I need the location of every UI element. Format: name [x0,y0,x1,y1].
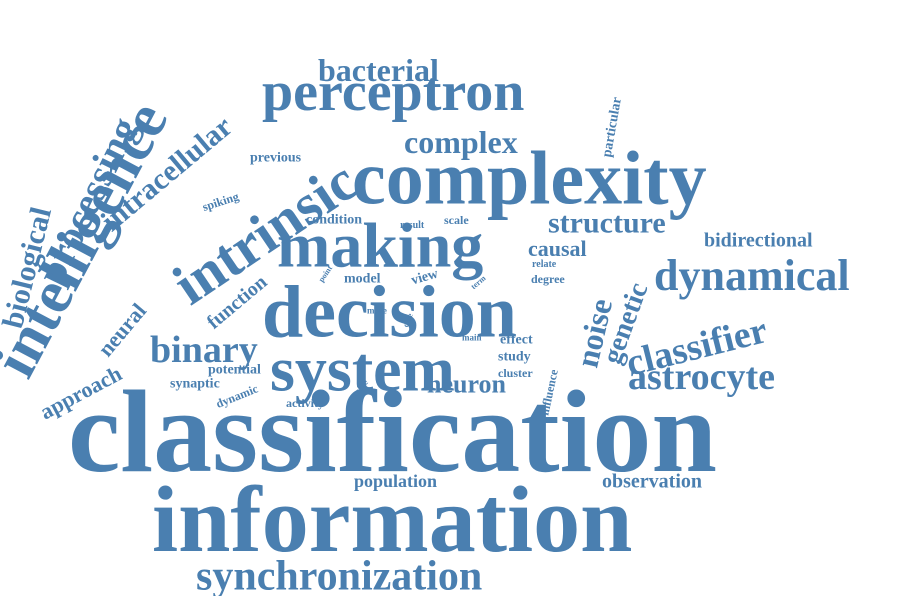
word-degree: degree [531,272,565,287]
word-neuron: neuron [427,369,506,399]
word-complex: complex [404,123,518,160]
word-condition: condition [306,212,363,228]
word-result: result [400,219,425,231]
word-population: population [354,471,438,492]
word-causal: causal [528,235,587,261]
word-synchronization: synchronization [196,553,483,596]
word-more: more [367,305,387,316]
word-relate: relate [532,258,557,270]
word-effect: effect [500,332,533,348]
word-observation: observation [602,470,702,493]
word-study: study [498,349,531,365]
word-bacterial: bacterial [318,51,439,88]
word-making: making [277,209,484,281]
word-activity: activity [286,396,324,411]
word-bidirectional: bidirectional [704,229,813,252]
word-model: model [344,271,381,287]
word-spiking: spiking [200,189,241,215]
word-structure: structure [548,206,666,240]
word-astrocyte: astrocyte [628,355,776,398]
word-scale: scale [444,213,469,228]
word-potential: potential [208,362,261,378]
word-previous: previous [250,150,302,166]
word-information: information [152,467,633,572]
word-binary: binary [150,328,258,371]
word-dynamical: dynamical [654,250,850,300]
word-synaptic: synaptic [170,376,220,392]
word-system: system [270,333,455,405]
word-cluster: cluster [498,366,533,381]
word-decision: decision [262,271,517,354]
word-classification: classification [68,366,717,498]
word-perceptron: perceptron [262,61,525,124]
word-complexity: complexity [352,136,707,221]
word-main: main [462,332,482,343]
word-neural: neural [92,298,152,362]
